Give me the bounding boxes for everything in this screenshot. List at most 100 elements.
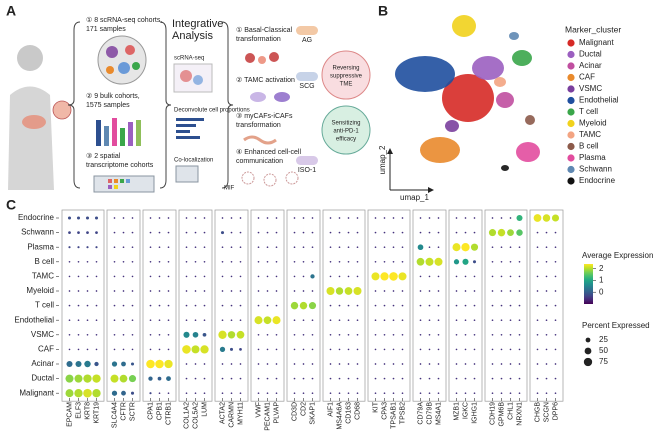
dot xyxy=(275,348,278,351)
dot xyxy=(500,348,503,351)
dot xyxy=(122,290,125,292)
dot xyxy=(131,260,134,263)
gene-group-box xyxy=(529,209,564,402)
gene-label: PLVAP xyxy=(273,402,280,424)
analysis-item: scRNA-seq xyxy=(174,56,204,62)
dot xyxy=(77,304,80,307)
dot xyxy=(329,304,332,307)
dot xyxy=(401,231,404,234)
row-label: Endothelial xyxy=(14,315,54,324)
dot xyxy=(257,363,260,365)
row-label: TAMC xyxy=(32,272,54,281)
dot xyxy=(158,348,161,351)
dot xyxy=(545,260,548,263)
dot xyxy=(554,304,557,307)
dot xyxy=(311,363,314,365)
mif-label: MIF xyxy=(224,186,235,192)
dot xyxy=(452,243,461,252)
dot xyxy=(110,374,119,383)
dot xyxy=(122,231,125,234)
gene-label: KRT19 xyxy=(93,402,100,424)
finding-label: ① Basal-Classical xyxy=(236,26,293,34)
dot xyxy=(203,304,206,307)
dot xyxy=(347,217,350,219)
dot xyxy=(392,363,395,365)
cluster-cloud xyxy=(494,77,506,87)
dot xyxy=(536,377,539,380)
cluster-cloud xyxy=(420,137,460,163)
dot xyxy=(68,333,71,336)
dot xyxy=(437,319,440,322)
gene-group-box xyxy=(106,209,141,402)
dot xyxy=(554,231,557,234)
dot xyxy=(121,390,126,396)
dot xyxy=(194,304,197,307)
dot xyxy=(272,316,281,325)
dot xyxy=(86,348,89,351)
dot xyxy=(455,275,458,278)
dot xyxy=(95,348,98,351)
umap-axes xyxy=(389,150,432,191)
dot xyxy=(293,319,296,322)
dot xyxy=(392,392,395,395)
dot xyxy=(68,260,71,263)
dot xyxy=(111,390,118,396)
dot xyxy=(158,246,161,249)
dot xyxy=(536,392,539,395)
gene-label: MS4A6A xyxy=(336,402,343,430)
dot xyxy=(257,260,260,263)
dot xyxy=(473,304,476,307)
dot xyxy=(194,231,197,234)
dot xyxy=(128,375,137,383)
dot xyxy=(392,217,395,219)
dot xyxy=(302,333,305,336)
gene-group-box xyxy=(286,209,321,402)
gene-label: TPSAB1 xyxy=(390,402,397,429)
patient-illustration xyxy=(8,45,72,190)
dot xyxy=(428,348,431,351)
dot xyxy=(219,346,226,353)
size-legend-label: 75 xyxy=(599,357,608,366)
dot xyxy=(68,246,71,249)
legend-label: TAMC xyxy=(579,130,601,139)
dot xyxy=(266,275,269,278)
dot xyxy=(500,290,503,292)
dot xyxy=(149,319,152,322)
dot xyxy=(518,348,521,351)
dot xyxy=(221,275,224,278)
dot xyxy=(113,319,116,322)
dot xyxy=(353,286,362,296)
gene-label: DPP6 xyxy=(552,402,559,420)
finding-label: transformation xyxy=(236,36,281,43)
dot xyxy=(194,275,197,278)
row-label: Plasma xyxy=(27,242,54,251)
dot xyxy=(221,377,224,380)
gene-label: CD3D xyxy=(291,402,298,421)
dot xyxy=(229,347,234,351)
dot xyxy=(77,231,80,234)
legend-swatch xyxy=(567,177,575,185)
dot xyxy=(518,290,521,292)
dot xyxy=(437,246,440,249)
dot xyxy=(545,319,548,322)
cohort-label: 1575 samples xyxy=(86,102,130,109)
dot xyxy=(194,363,197,365)
dot xyxy=(302,275,305,278)
dot xyxy=(392,260,395,263)
dot xyxy=(239,363,242,365)
dot xyxy=(497,228,506,237)
dot xyxy=(86,304,89,307)
finding-label: communication xyxy=(236,158,283,165)
dot xyxy=(95,275,98,278)
dot xyxy=(167,392,170,395)
dot xyxy=(293,217,296,219)
dot xyxy=(254,316,263,325)
legend-swatch xyxy=(567,165,575,174)
gene-group-box xyxy=(178,209,213,402)
dot xyxy=(311,231,314,234)
gene-label: AIF1 xyxy=(327,402,334,417)
dot xyxy=(338,319,341,322)
dot xyxy=(293,290,296,292)
dot xyxy=(157,376,162,381)
dot xyxy=(185,231,188,234)
